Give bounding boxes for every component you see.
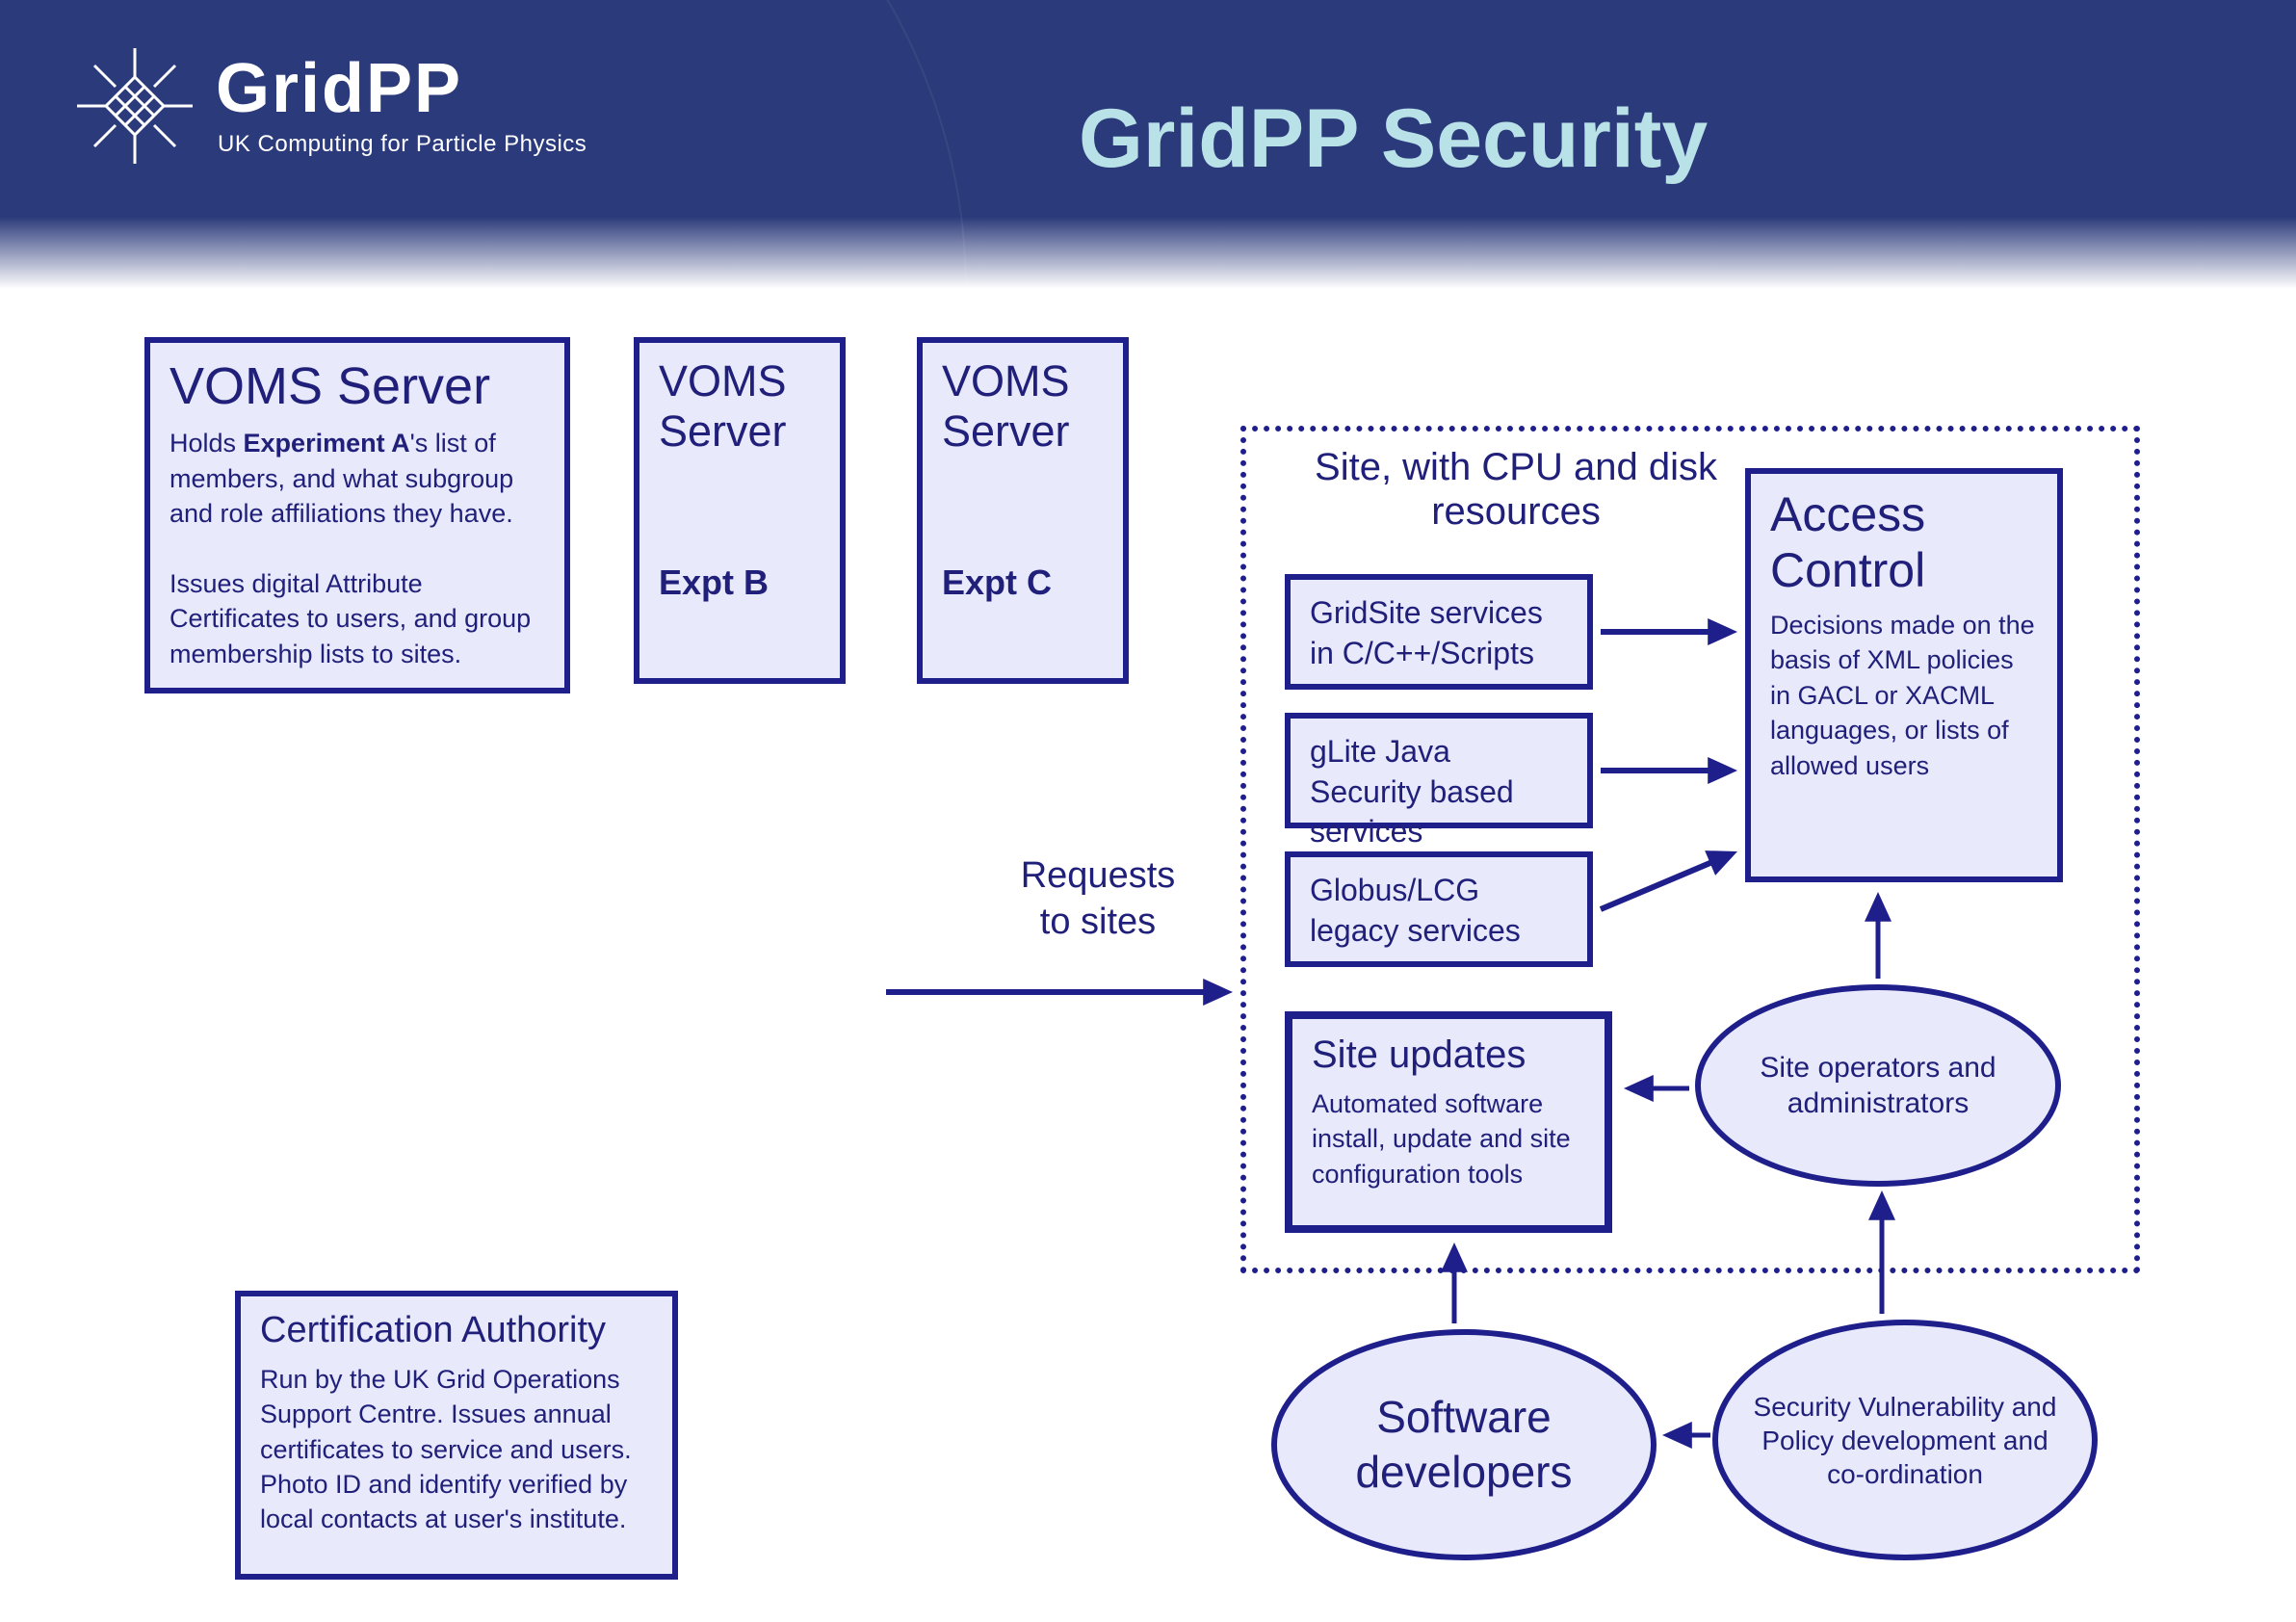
box-voms_b: VOMS Server Expt B bbox=[634, 337, 846, 684]
box-voms_b-title: VOMS Server bbox=[659, 356, 821, 457]
ellipse-sec_policy: Security Vulnerability and Policy develo… bbox=[1712, 1320, 2098, 1560]
box-voms_a-body: Holds Experiment A's list of members, an… bbox=[170, 426, 545, 671]
box-voms_c-subtitle: Expt C bbox=[942, 562, 1104, 603]
box-access_control-title: Access Control bbox=[1770, 487, 2038, 598]
arrow bbox=[1662, 1422, 1710, 1449]
box-globus: Globus/LCG legacy services bbox=[1285, 851, 1593, 967]
ellipse-sw_devs-text: Software developers bbox=[1277, 1390, 1651, 1501]
box-globus-text: Globus/LCG legacy services bbox=[1310, 871, 1568, 951]
box-voms_c: VOMS Server Expt C bbox=[917, 337, 1129, 684]
box-site_updates: Site updates Automated software install, … bbox=[1285, 1011, 1612, 1233]
box-gridsite-text: GridSite services in C/C++/Scripts bbox=[1310, 593, 1568, 673]
ellipse-site_ops: Site operators and administrators bbox=[1695, 984, 2061, 1187]
box-voms_a: VOMS Server Holds Experiment A's list of … bbox=[144, 337, 570, 693]
box-voms_c-title: VOMS Server bbox=[942, 356, 1104, 457]
box-gridsite: GridSite services in C/C++/Scripts bbox=[1285, 574, 1593, 690]
label-requests: Requeststo sites bbox=[982, 853, 1213, 945]
box-access_control: Access ControlDecisions made on the basi… bbox=[1745, 468, 2063, 882]
diagram-canvas: VOMS Server Holds Experiment A's list of … bbox=[0, 0, 2296, 1622]
box-cert_authority-body: Run by the UK Grid Operations Support Ce… bbox=[260, 1362, 653, 1537]
box-access_control-body: Decisions made on the basis of XML polic… bbox=[1770, 608, 2038, 783]
box-cert_authority-title: Certification Authority bbox=[260, 1310, 653, 1352]
box-site_updates-title: Site updates bbox=[1312, 1033, 1585, 1077]
box-cert_authority: Certification Authority Run by the UK Gri… bbox=[235, 1291, 678, 1580]
box-site_container-title: Site, with CPU and disk resources bbox=[1304, 445, 1728, 534]
box-voms_b-subtitle: Expt B bbox=[659, 562, 821, 603]
ellipse-site_ops-text: Site operators and administrators bbox=[1701, 1050, 2055, 1122]
box-glite-text: gLite Java Security based services bbox=[1310, 732, 1568, 852]
box-site_updates-body: Automated software install, update and s… bbox=[1312, 1086, 1585, 1191]
arrow bbox=[886, 979, 1233, 1006]
ellipse-sec_policy-text: Security Vulnerability and Policy develo… bbox=[1718, 1390, 2092, 1491]
box-glite: gLite Java Security based services bbox=[1285, 713, 1593, 828]
box-voms_a-title: VOMS Server bbox=[170, 356, 545, 416]
ellipse-sw_devs: Software developers bbox=[1271, 1329, 1657, 1560]
